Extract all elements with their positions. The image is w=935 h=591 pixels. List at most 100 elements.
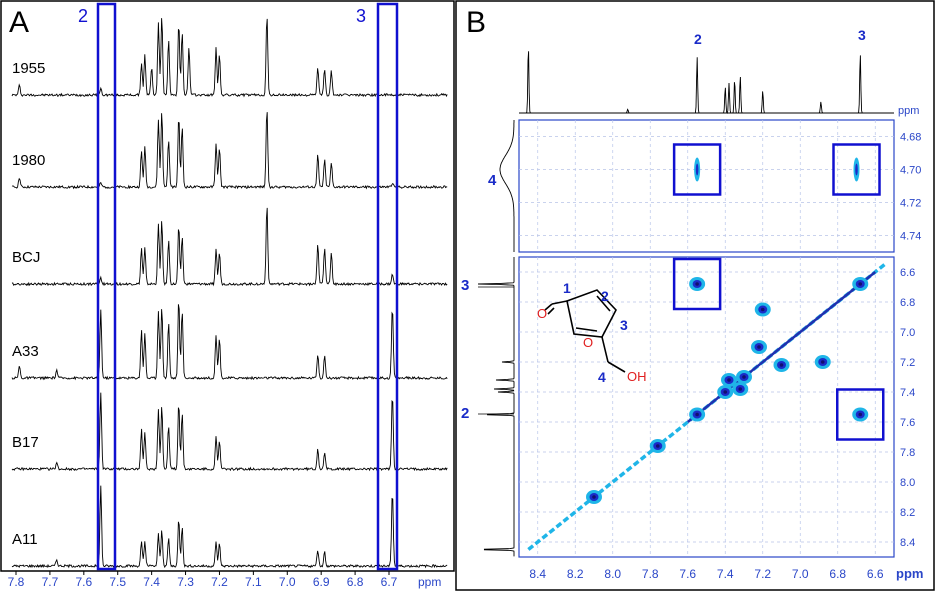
panel-b-top-peak-label-2: 2 [694,31,702,47]
b-x-tick-label: 7.0 [792,567,809,581]
sample-label-B17: B17 [12,434,39,451]
aldehyde-double-bond [544,303,553,311]
panel-b-upper-grid [519,120,894,252]
panel-b-upper-y-axis: 4.68 4.70 4.72 4.74 [900,132,921,243]
highlight-box-upper [832,143,881,196]
panel-a-x-tick-label: 7.6 [75,575,92,589]
b-x-tick-label: 7.4 [717,567,734,581]
molecule-label-3: 3 [620,317,628,333]
panel-b-top-spectrum [519,51,894,114]
panel-a-frame [0,0,455,572]
spectrum-B17 [11,392,448,472]
panel-a-x-tick-label: 7.2 [211,575,228,589]
panel-a-spectra [11,18,448,569]
spectrum-A11 [11,485,448,569]
spectrum-1980 [11,112,448,190]
b-x-tick-label: 8.2 [567,567,584,581]
panel-b-top-unit: ppm [898,105,919,117]
cross-peak-core [695,412,699,417]
panel-a-x-tick-label: 6.7 [381,575,398,589]
panel-a-x-tick-label: 7.3 [177,575,194,589]
sample-label-BCJ: BCJ [12,249,40,266]
sample-label-1980: 1980 [12,152,45,169]
panel-b-letter: B [466,6,486,39]
left-spectrum-lower-trace [477,257,515,557]
lower-y-tick-label: 7.2 [900,357,915,369]
furan-ring [566,289,617,338]
ring-double-bond-1 [596,295,611,312]
cross-peak-core [760,307,765,312]
b-x-tick-label: 6.8 [829,567,846,581]
molecule-oh: OH [627,369,647,384]
lower-y-tick-label: 6.8 [900,297,915,309]
lower-y-tick-label: 7.4 [900,387,915,399]
panel-a-x-tick-label: 6.9 [313,575,330,589]
panel-b-diagonal [527,263,886,551]
panel-a-x-axis: 7.8 7.7 7.6 7.5 7.4 7.3 7.2 7.1 7.0 6.9 6.8 6.7 [4,570,452,589]
panel-a-sample-labels: 1955 1980 BCJ A33 B17 A11 [12,60,45,548]
ring-double-bond-2 [575,327,598,332]
panel-b-upper-peaks [694,157,860,182]
spectrum-1955 [11,18,448,98]
b-x-tick-label: 8.4 [529,567,546,581]
aldehyde-double-bond-2 [547,307,555,315]
panel-a-box-2 [96,2,117,571]
panel-b-left-label-3: 3 [461,277,469,294]
diagonal-core [686,271,877,423]
panel-a-x-tick-label: 7.8 [8,575,25,589]
ch2oh-bond [607,361,626,373]
b-x-tick-label: 7.2 [754,567,771,581]
panel-b-x-axis: 8.4 8.2 8.0 7.8 7.6 7.4 7.2 7.0 6.8 6.6 [529,567,884,581]
cross-peak-core [723,390,728,394]
molecule-aldehyde-o: O [537,306,547,321]
cross-peak-core [738,387,743,391]
highlight-box-upper [672,143,722,196]
b-x-tick-label: 8.0 [604,567,621,581]
cross-peak-core [695,282,699,286]
molecule-structure [544,289,626,373]
cross-peak-core [757,345,761,349]
lower-y-tick-label: 8.2 [900,507,915,519]
panel-a-x-tick-label: 7.0 [279,575,296,589]
upper-y-tick-label: 4.72 [900,198,921,210]
panel-a-box-label-2: 2 [78,6,88,26]
panel-a-x-tick-label: 7.1 [245,575,262,589]
panel-a-x-tick-label: 7.5 [109,575,126,589]
panel-b-cross-peaks [586,277,869,504]
panel-a-x-tick-label: 7.7 [42,575,59,589]
panel-a-box-3 [376,2,399,571]
spectrum-BCJ [11,207,448,287]
panel-a-letter: A [9,6,29,39]
panel-b-left-label-2: 2 [461,405,469,422]
upper-y-tick-label: 4.68 [900,132,921,144]
panel-b-lower-y-axis: 6.6 6.8 7.0 7.2 7.4 7.6 7.8 8.0 8.2 8.4 [900,267,915,549]
cross-peak-core [655,444,660,448]
molecule-label-4: 4 [598,369,606,385]
panel-b-top-peak-label-3: 3 [858,27,866,43]
top-spectrum-trace [519,51,894,114]
cross-peak-core [592,495,596,499]
panel-b-x-unit: ppm [896,566,923,581]
cross-peak-core [779,363,784,367]
panel-b-upper-plot [518,119,895,253]
sample-label-1955: 1955 [12,60,45,77]
cross-peak-core [858,412,863,417]
panel-b-left-spectrum [477,120,515,557]
left-spectrum-upper-trace [499,120,515,252]
highlight-box-lower [672,257,722,311]
lower-y-tick-label: 6.6 [900,267,915,279]
panel-a-box-label-3: 3 [356,6,366,26]
ch2-bond [601,336,609,363]
cross-peak-core [858,282,863,286]
upper-cross-peak-core [855,163,858,176]
upper-cross-peak-core [695,163,699,176]
panel-a-x-unit: ppm [418,575,441,589]
cross-peak-core [820,360,825,364]
sample-label-A33: A33 [12,343,39,360]
lower-y-tick-label: 7.0 [900,327,915,339]
panel-a-x-tick-label: 7.4 [143,575,160,589]
lower-y-tick-label: 7.8 [900,447,915,459]
spectrum-A33 [11,304,448,381]
panel-b-left-label-4: 4 [488,172,497,189]
